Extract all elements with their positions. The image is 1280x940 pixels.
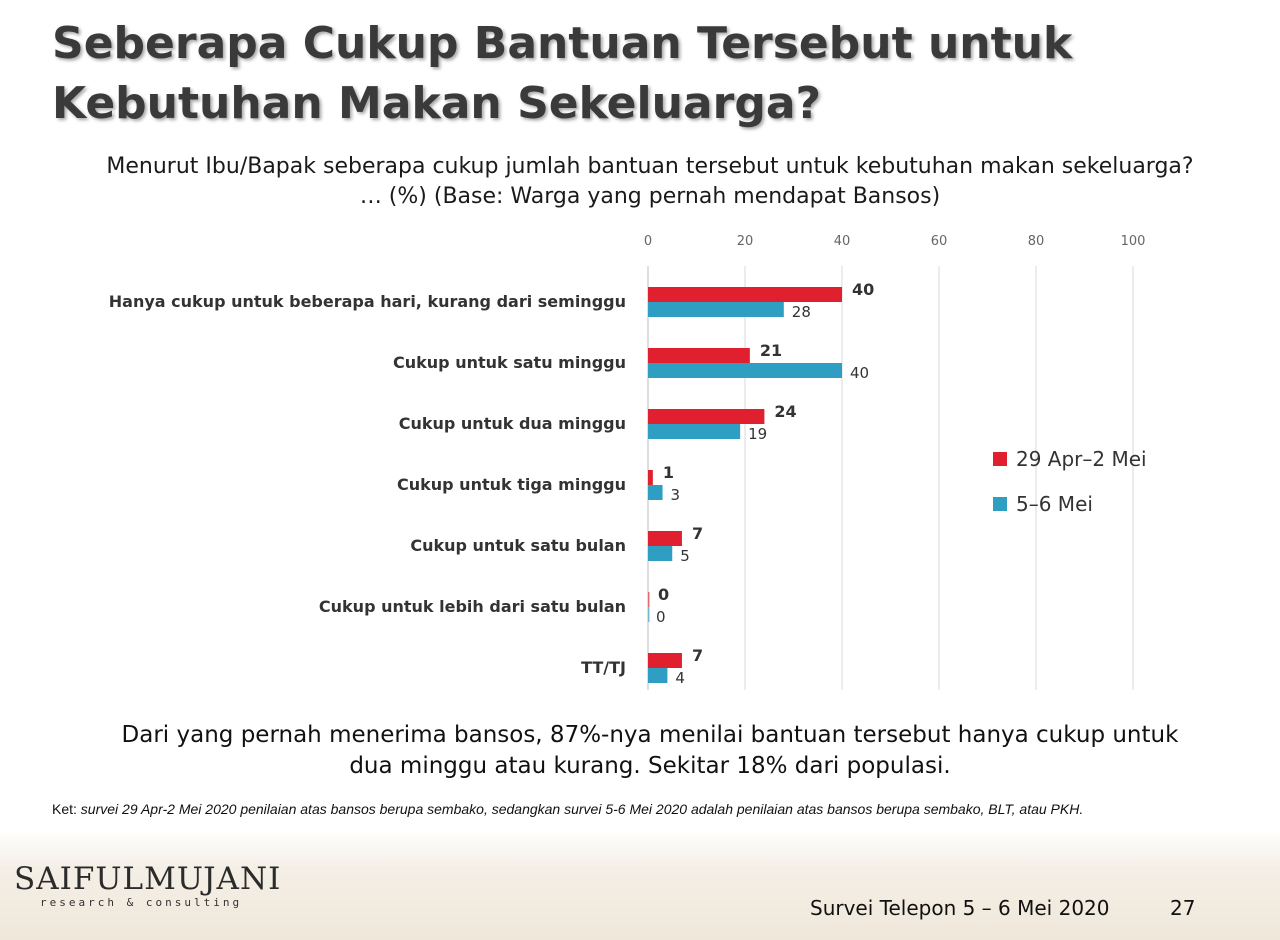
bar-series-1 [648, 653, 682, 668]
data-label-series-1: 0 [658, 585, 669, 604]
data-label-series-2: 3 [671, 486, 681, 504]
bar-series-2 [648, 485, 663, 500]
x-tick-label: 0 [644, 234, 652, 249]
bar-series-2 [648, 607, 650, 622]
footer-band [0, 830, 1280, 940]
legend-label: 29 Apr–2 Mei [1016, 447, 1147, 471]
footnote-body: survei 29 Apr-2 Mei 2020 penilaian atas … [80, 801, 1084, 817]
data-label-series-2: 19 [748, 425, 767, 443]
logo-wordmark: SAIFULMUJANI [14, 861, 282, 897]
legend-swatch [993, 497, 1007, 511]
category-label: Cukup untuk satu bulan [410, 536, 626, 555]
chart-subtitle: Menurut Ibu/Bapak seberapa cukup jumlah … [106, 154, 1194, 209]
data-label-series-2: 40 [850, 364, 869, 382]
bar-series-1 [648, 470, 653, 485]
bar-series-1 [648, 531, 682, 546]
bar-series-2 [648, 546, 673, 561]
x-tick-label: 40 [834, 234, 851, 249]
data-label-series-1: 24 [774, 402, 796, 421]
bar-series-1 [648, 409, 765, 424]
x-tick-label: 100 [1121, 234, 1146, 249]
category-label: Cukup untuk satu minggu [393, 353, 626, 372]
data-label-series-2: 28 [792, 303, 811, 321]
data-label-series-1: 40 [852, 280, 874, 299]
x-tick-label: 80 [1028, 234, 1045, 249]
bar-series-1 [648, 592, 650, 607]
data-label-series-2: 5 [680, 547, 690, 565]
bar-series-2 [648, 363, 842, 378]
logo: SAIFULMUJANI research & consulting [14, 862, 281, 910]
footer-survey-label: Survei Telepon 5 – 6 Mei 2020 [810, 896, 1110, 920]
bar-series-2 [648, 302, 784, 317]
logo-tagline: research & consulting [40, 896, 243, 909]
data-label-series-1: 1 [663, 463, 674, 482]
x-tick-label: 20 [737, 234, 754, 249]
data-label-series-1: 7 [692, 524, 703, 543]
bar-series-1 [648, 287, 842, 302]
category-label: Cukup untuk dua minggu [399, 414, 626, 433]
category-label: Cukup untuk lebih dari satu bulan [319, 597, 626, 616]
x-tick-label: 60 [931, 234, 948, 249]
slide-title: Seberapa Cukup Bantuan Tersebut untuk Ke… [52, 18, 1073, 129]
data-label-series-1: 21 [760, 341, 782, 360]
bar-series-2 [648, 668, 668, 683]
category-label: Cukup untuk tiga minggu [397, 475, 626, 494]
data-label-series-1: 7 [692, 646, 703, 665]
bar-series-2 [648, 424, 741, 439]
data-label-series-2: 4 [675, 669, 685, 687]
data-label-series-2: 0 [656, 608, 666, 626]
bar-series-1 [648, 348, 750, 363]
footnote-lead: Ket: [52, 801, 81, 817]
page-number: 27 [1170, 896, 1196, 920]
summary-text: Dari yang pernah menerima bansos, 87%-ny… [121, 722, 1179, 779]
legend-swatch [993, 452, 1007, 466]
legend-label: 5–6 Mei [1016, 492, 1093, 516]
footnote: Ket: survei 29 Apr-2 Mei 2020 penilaian … [52, 800, 1212, 818]
category-label: Hanya cukup untuk beberapa hari, kurang … [109, 292, 626, 311]
category-label: TT/TJ [581, 658, 626, 677]
